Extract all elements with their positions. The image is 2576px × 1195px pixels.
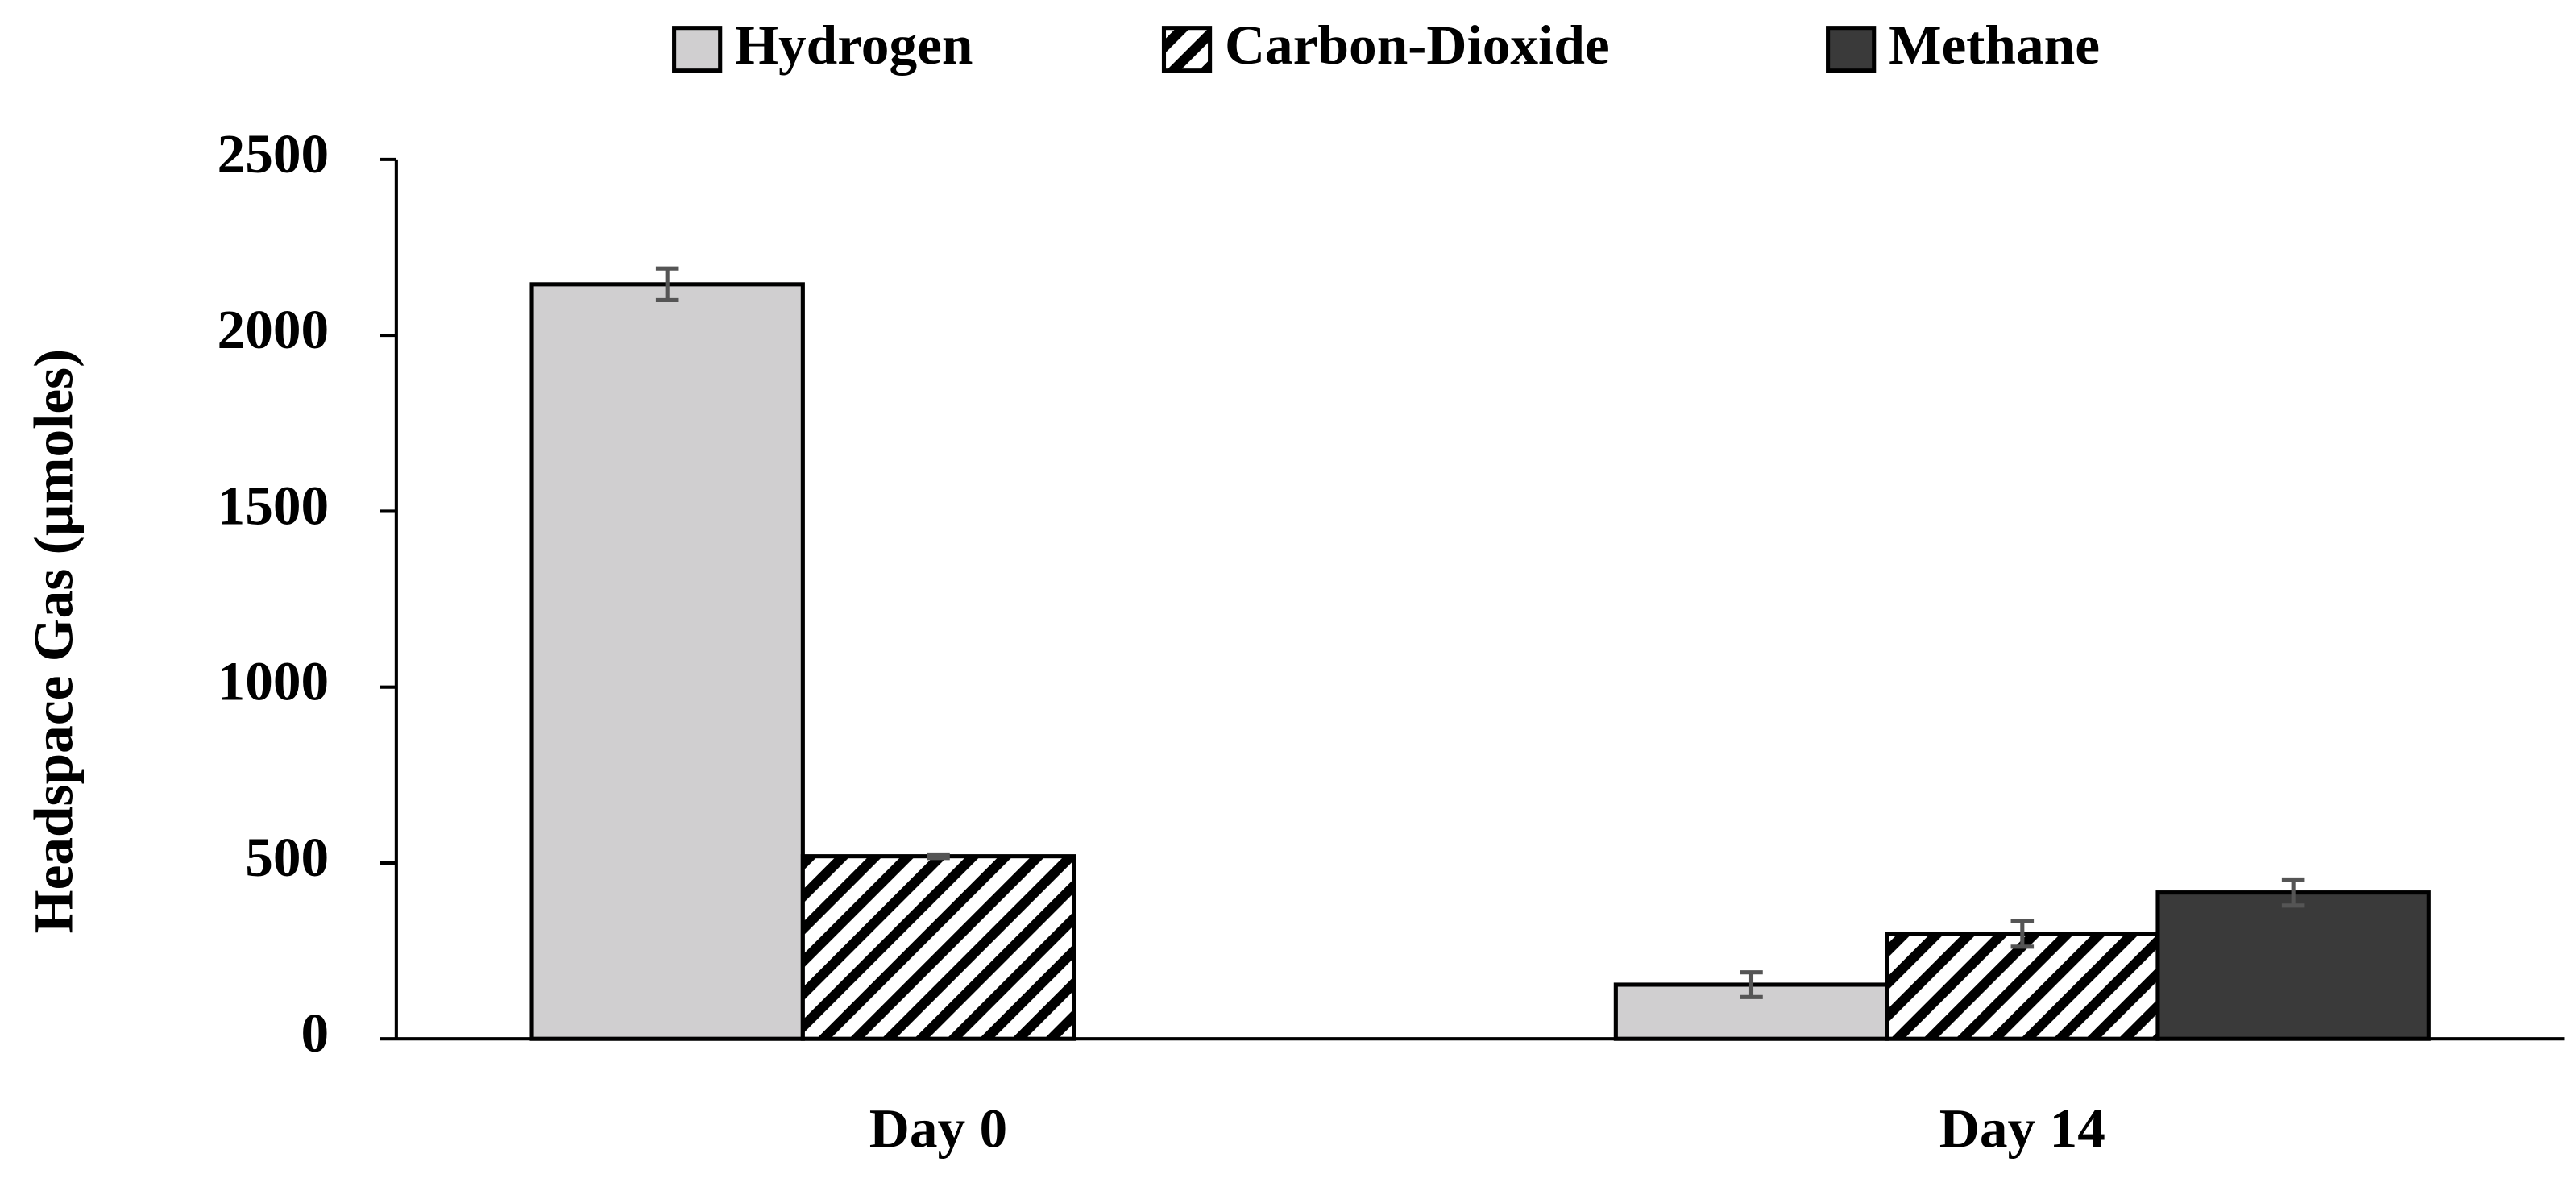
bar [1885,932,2160,1041]
error-bar [655,266,679,303]
bar [529,282,805,1041]
y-tick-label: 500 [245,827,329,889]
error-bar [2281,877,2305,908]
x-tick-label: Day 0 [869,1097,1007,1160]
legend-swatch [1161,26,1213,73]
y-tick-label: 2500 [218,123,330,185]
legend-label: Carbon-Dioxide [1225,15,1610,77]
y-tick-label: 0 [301,1002,330,1064]
bar [800,854,1076,1041]
y-tick-label: 1000 [218,651,330,713]
y-axis-title: Headspace Gas (µmoles) [23,349,85,934]
y-tick-label: 2000 [218,299,330,361]
y-tick-label: 1500 [218,475,330,537]
x-tick-label: Day 14 [1939,1097,2105,1160]
error-bar [2010,918,2035,949]
error-bar [1740,970,1763,999]
bar [2155,890,2431,1041]
legend-swatch [1826,26,1877,73]
error-bar [927,852,950,861]
legend-swatch [672,26,723,73]
legend-label: Hydrogen [735,15,973,77]
legend-label: Methane [1889,15,2100,77]
